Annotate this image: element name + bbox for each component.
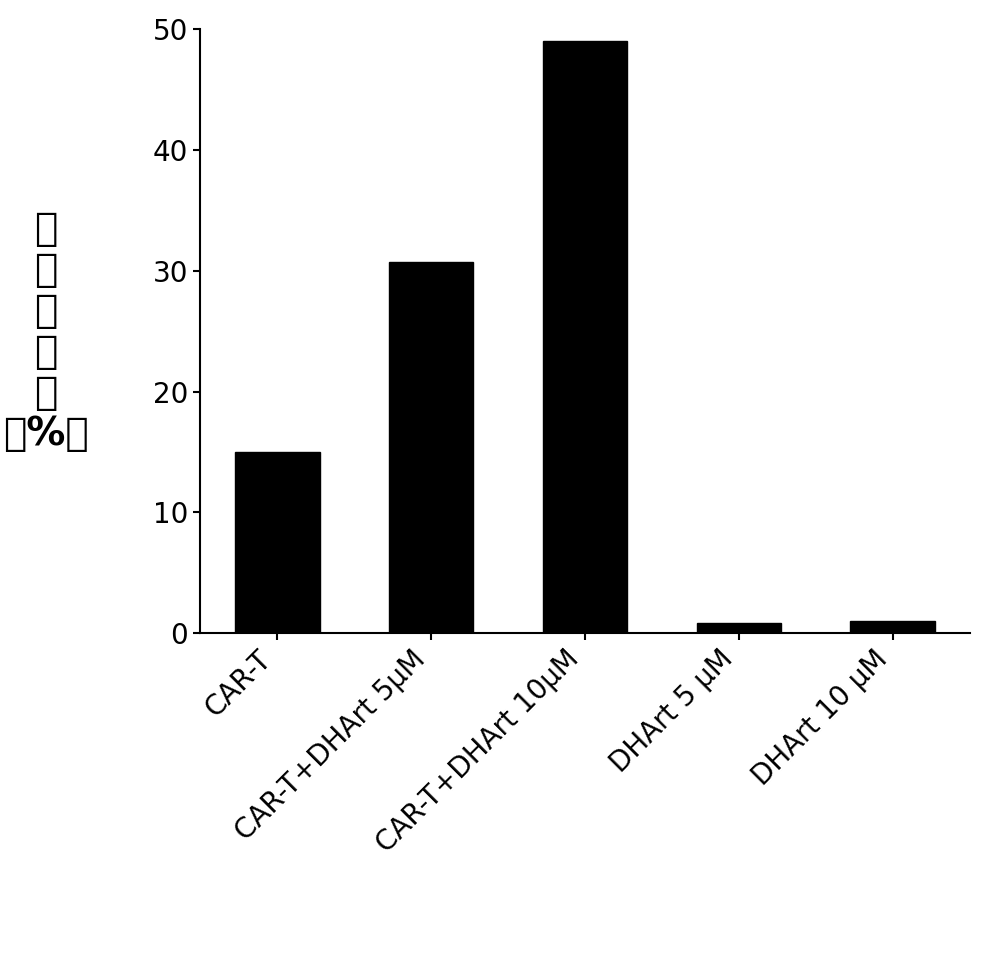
Bar xyxy=(697,623,781,633)
Bar xyxy=(543,41,627,633)
Bar xyxy=(850,621,935,633)
Bar xyxy=(389,262,473,633)
Text: 细
胞
杀
伤
率
（%）: 细 胞 杀 伤 率 （%） xyxy=(3,209,89,453)
Bar xyxy=(235,452,320,633)
